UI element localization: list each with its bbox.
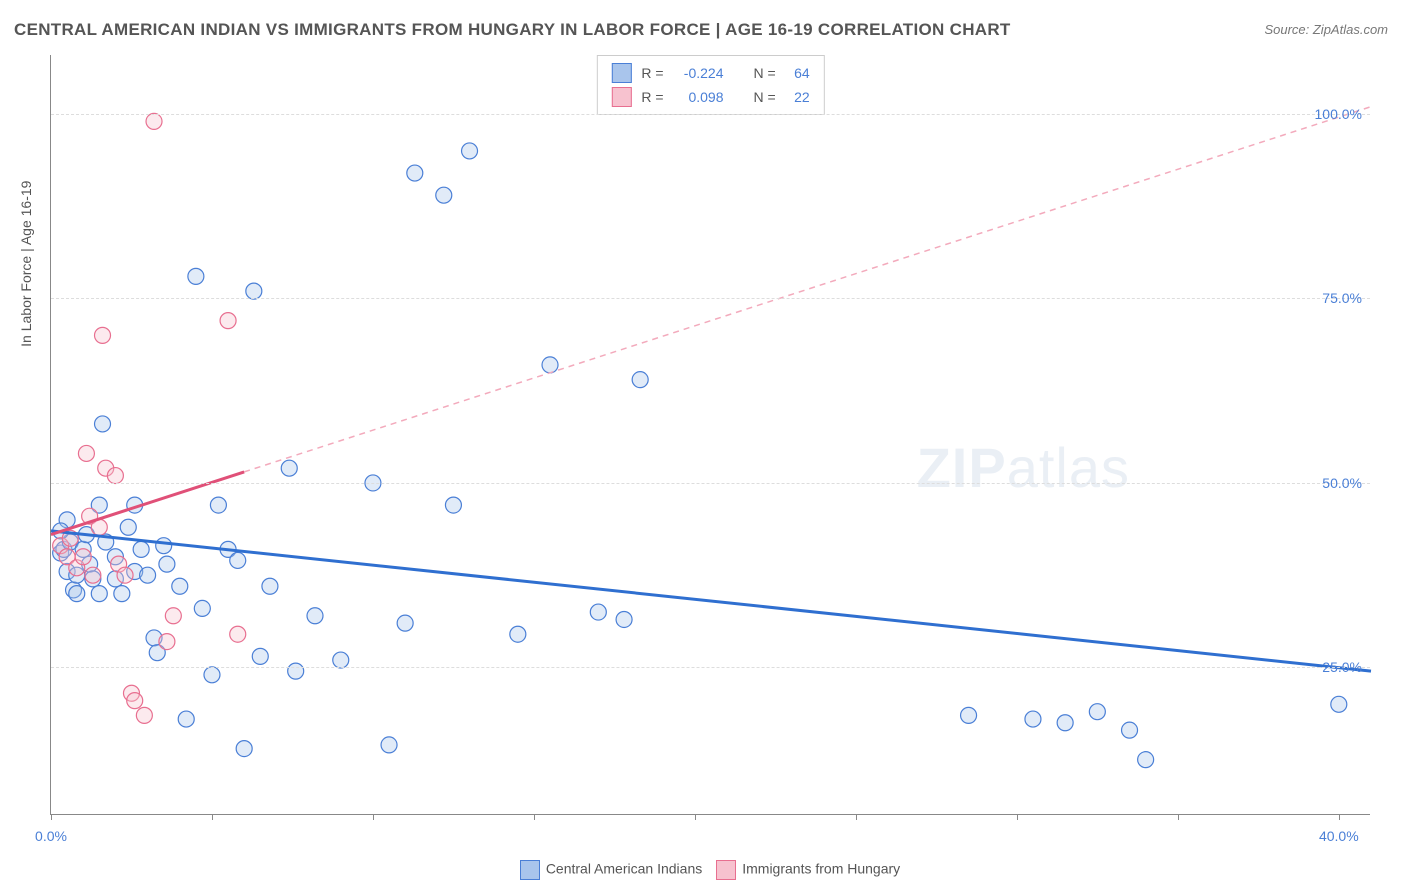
scatter-point bbox=[117, 567, 133, 583]
scatter-point bbox=[159, 556, 175, 572]
x-tick-mark bbox=[51, 814, 52, 820]
scatter-point bbox=[133, 541, 149, 557]
chart-container: CENTRAL AMERICAN INDIAN VS IMMIGRANTS FR… bbox=[0, 0, 1406, 892]
source-label: Source: ZipAtlas.com bbox=[1264, 22, 1388, 37]
scatter-point bbox=[281, 460, 297, 476]
scatter-point bbox=[69, 586, 85, 602]
scatter-point bbox=[136, 707, 152, 723]
scatter-point bbox=[95, 416, 111, 432]
scatter-point bbox=[78, 445, 94, 461]
scatter-point bbox=[1025, 711, 1041, 727]
scatter-point bbox=[194, 600, 210, 616]
legend-label: Immigrants from Hungary bbox=[742, 861, 900, 877]
scatter-point bbox=[107, 468, 123, 484]
scatter-point bbox=[246, 283, 262, 299]
scatter-point bbox=[307, 608, 323, 624]
scatter-point bbox=[1331, 696, 1347, 712]
legend-swatch bbox=[716, 860, 736, 880]
scatter-point bbox=[188, 268, 204, 284]
y-tick-label: 50.0% bbox=[1322, 475, 1362, 491]
plot-svg bbox=[51, 55, 1371, 815]
plot-area: ZIPatlas R =-0.224N =64R =0.098N =22 25.… bbox=[50, 55, 1370, 815]
scatter-point bbox=[230, 552, 246, 568]
y-tick-label: 100.0% bbox=[1315, 106, 1362, 122]
scatter-point bbox=[236, 741, 252, 757]
scatter-point bbox=[204, 667, 220, 683]
scatter-point bbox=[127, 693, 143, 709]
y-tick-label: 75.0% bbox=[1322, 290, 1362, 306]
trend-line bbox=[51, 531, 1371, 671]
scatter-point bbox=[178, 711, 194, 727]
scatter-point bbox=[230, 626, 246, 642]
scatter-point bbox=[542, 357, 558, 373]
bottom-legend: Central American Indians Immigrants from … bbox=[0, 860, 1406, 880]
scatter-point bbox=[146, 113, 162, 129]
legend-label: Central American Indians bbox=[546, 861, 702, 877]
gridline-h bbox=[51, 114, 1370, 115]
scatter-point bbox=[252, 648, 268, 664]
scatter-point bbox=[159, 634, 175, 650]
scatter-point bbox=[156, 538, 172, 554]
scatter-point bbox=[210, 497, 226, 513]
scatter-point bbox=[1089, 704, 1105, 720]
scatter-point bbox=[381, 737, 397, 753]
chart-title: CENTRAL AMERICAN INDIAN VS IMMIGRANTS FR… bbox=[14, 20, 1011, 40]
scatter-point bbox=[590, 604, 606, 620]
scatter-point bbox=[288, 663, 304, 679]
x-tick-label: 0.0% bbox=[35, 828, 67, 844]
scatter-point bbox=[172, 578, 188, 594]
scatter-point bbox=[616, 611, 632, 627]
x-tick-mark bbox=[1178, 814, 1179, 820]
scatter-point bbox=[397, 615, 413, 631]
x-tick-mark bbox=[212, 814, 213, 820]
scatter-point bbox=[165, 608, 181, 624]
x-tick-mark bbox=[695, 814, 696, 820]
scatter-point bbox=[120, 519, 136, 535]
scatter-point bbox=[140, 567, 156, 583]
x-tick-mark bbox=[856, 814, 857, 820]
x-tick-mark bbox=[1017, 814, 1018, 820]
x-tick-mark bbox=[534, 814, 535, 820]
scatter-point bbox=[632, 372, 648, 388]
scatter-point bbox=[436, 187, 452, 203]
scatter-point bbox=[114, 586, 130, 602]
trend-line-dashed bbox=[244, 107, 1371, 472]
x-tick-label: 40.0% bbox=[1319, 828, 1359, 844]
x-tick-mark bbox=[373, 814, 374, 820]
gridline-h bbox=[51, 667, 1370, 668]
scatter-point bbox=[445, 497, 461, 513]
scatter-point bbox=[220, 313, 236, 329]
scatter-point bbox=[1138, 752, 1154, 768]
scatter-point bbox=[407, 165, 423, 181]
scatter-point bbox=[85, 567, 101, 583]
legend-swatch bbox=[520, 860, 540, 880]
scatter-point bbox=[462, 143, 478, 159]
scatter-point bbox=[333, 652, 349, 668]
scatter-point bbox=[262, 578, 278, 594]
scatter-point bbox=[1057, 715, 1073, 731]
gridline-h bbox=[51, 483, 1370, 484]
scatter-point bbox=[95, 327, 111, 343]
gridline-h bbox=[51, 298, 1370, 299]
x-tick-mark bbox=[1339, 814, 1340, 820]
y-axis-label: In Labor Force | Age 16-19 bbox=[18, 181, 34, 347]
y-tick-label: 25.0% bbox=[1322, 659, 1362, 675]
scatter-point bbox=[1122, 722, 1138, 738]
scatter-point bbox=[91, 586, 107, 602]
scatter-point bbox=[75, 549, 91, 565]
scatter-point bbox=[961, 707, 977, 723]
scatter-point bbox=[510, 626, 526, 642]
